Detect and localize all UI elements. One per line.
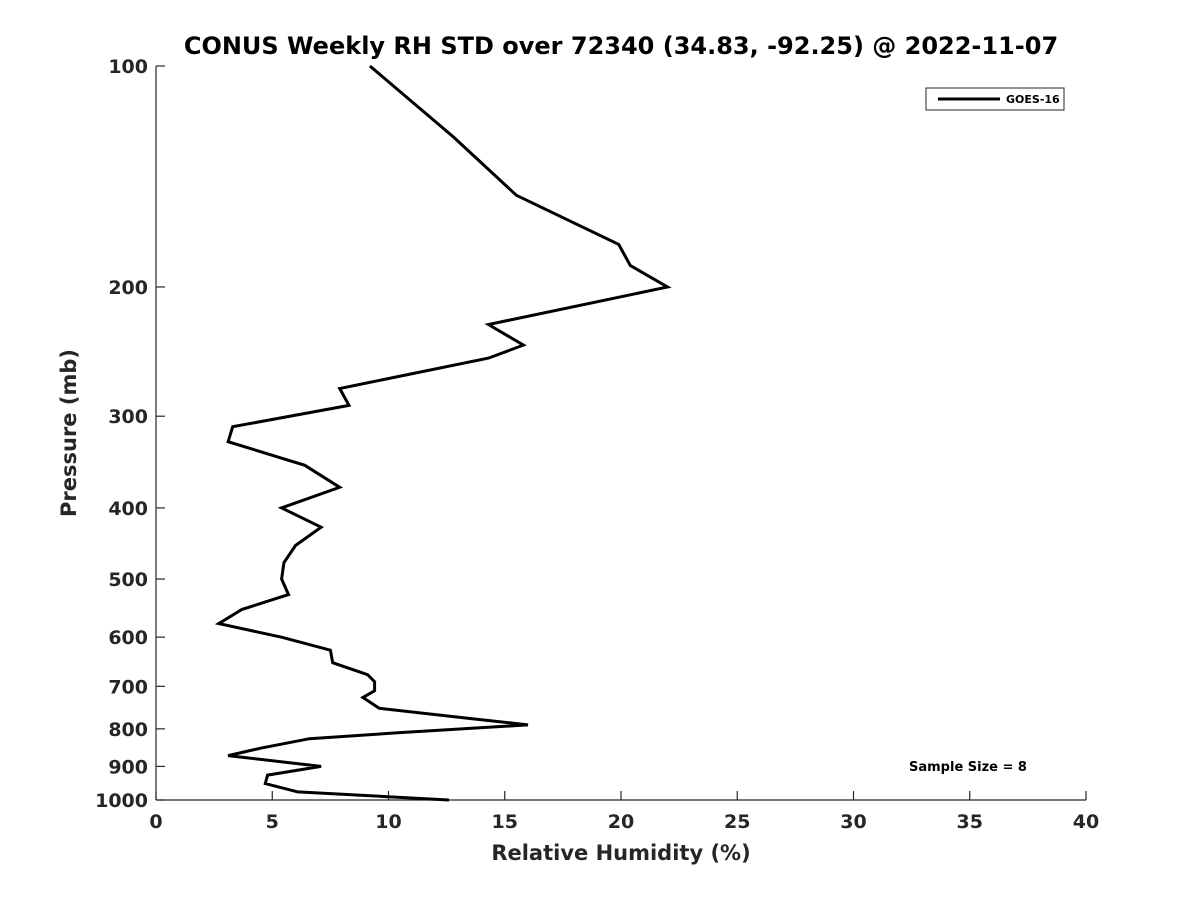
- y-tick-label: 700: [108, 676, 148, 698]
- y-tick-label: 600: [108, 627, 148, 649]
- y-tick-label: 900: [108, 756, 148, 778]
- y-tick-label: 300: [108, 406, 148, 428]
- x-tick-label: 20: [608, 811, 634, 833]
- y-tick-label: 200: [108, 277, 148, 299]
- x-tick-label: 40: [1073, 811, 1099, 833]
- y-ticks-group: 100 200 300 400 500 600 700 800 900 1000: [95, 56, 165, 812]
- y-tick-label: 800: [108, 719, 148, 741]
- series-group: [214, 64, 672, 802]
- y-axis-label: Pressure (mb): [57, 349, 81, 517]
- sample-size-annotation: Sample Size = 8: [909, 760, 1027, 775]
- y-tick-label: 400: [108, 498, 148, 520]
- y-tick-label: 100: [108, 56, 148, 78]
- y-tick-label: 1000: [95, 790, 148, 812]
- x-tick-label: 10: [375, 811, 401, 833]
- legend: GOES-16: [925, 87, 1065, 111]
- x-axis-label: Relative Humidity (%): [491, 841, 750, 865]
- x-tick-label: 5: [266, 811, 279, 833]
- x-ticks-group: 0 5 10 15 20 25 30 35 40: [149, 791, 1099, 833]
- series-line-goes-16: [214, 64, 672, 802]
- x-tick-label: 25: [724, 811, 750, 833]
- x-tick-label: 30: [840, 811, 866, 833]
- legend-entry-goes-16: GOES-16: [1006, 93, 1060, 106]
- y-tick-label: 500: [108, 569, 148, 591]
- chart-title: CONUS Weekly RH STD over 72340 (34.83, -…: [184, 32, 1058, 60]
- x-tick-label: 0: [149, 811, 162, 833]
- x-tick-label: 35: [957, 811, 983, 833]
- x-tick-label: 15: [492, 811, 518, 833]
